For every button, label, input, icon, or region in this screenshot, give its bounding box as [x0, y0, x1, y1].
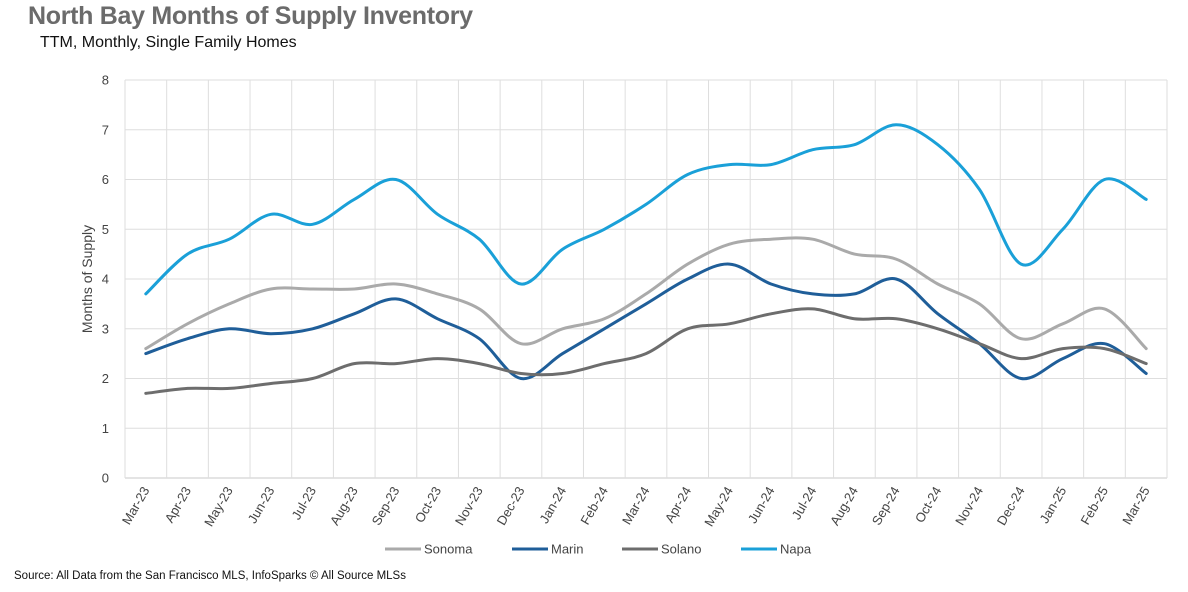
gridlines — [124, 79, 1168, 479]
x-tick-label: Jan-24 — [536, 484, 569, 526]
x-tick-label: Sep-24 — [869, 484, 903, 528]
x-tick-label: Jun-24 — [745, 484, 778, 526]
y-tick-label: 0 — [102, 471, 109, 486]
x-tick-label: Apr-24 — [662, 484, 695, 525]
x-tick-label: Aug-24 — [827, 484, 861, 528]
y-tick-label: 5 — [102, 222, 109, 237]
legend-label-sonoma: Sonoma — [424, 542, 473, 557]
x-tick-label: Feb-25 — [1077, 484, 1111, 527]
x-tick-label: Apr-23 — [162, 484, 195, 525]
source-note: Source: All Data from the San Francisco … — [14, 570, 406, 582]
y-tick-label: 2 — [102, 371, 109, 386]
legend: Sonoma Marin Solano Napa — [385, 542, 812, 557]
x-tick-label: Nov-23 — [452, 484, 486, 528]
chart-title: North Bay Months of Supply Inventory — [28, 2, 473, 30]
x-tick-label: Jun-23 — [245, 484, 278, 526]
x-axis-ticks: Mar-23 Apr-23 May-23 Jun-23 Jul-23 Aug-23 Sep-… — [119, 484, 1153, 529]
y-axis-ticks: 0 1 2 3 4 5 6 7 8 — [102, 73, 109, 486]
x-tick-label: Sep-23 — [369, 484, 403, 528]
legend-label-solano: Solano — [661, 542, 701, 557]
x-tick-label: Mar-24 — [619, 484, 653, 527]
x-tick-label: Jul-24 — [789, 484, 820, 522]
x-tick-label: Oct-23 — [412, 484, 444, 525]
x-tick-label: Feb-24 — [577, 484, 611, 527]
y-tick-label: 3 — [102, 321, 109, 336]
x-tick-label: Dec-24 — [994, 484, 1028, 528]
x-tick-label: Dec-23 — [494, 484, 528, 528]
legend-label-marin: Marin — [551, 542, 584, 557]
x-tick-label: Nov-24 — [952, 484, 986, 528]
x-tick-label: May-23 — [201, 484, 236, 529]
series-line-napa — [144, 123, 1148, 296]
y-tick-label: 1 — [102, 421, 109, 436]
x-tick-label: Jan-25 — [1037, 484, 1070, 526]
x-tick-label: May-24 — [701, 484, 736, 529]
chart-subtitle: TTM, Monthly, Single Family Homes — [40, 34, 297, 51]
y-tick-label: 4 — [102, 272, 109, 287]
y-axis-title: Months of Supply — [79, 225, 95, 333]
series-lines — [144, 123, 1148, 395]
y-tick-label: 8 — [102, 73, 109, 88]
series-line-marin — [144, 262, 1148, 381]
series-line-sonoma — [144, 236, 1148, 351]
x-tick-label: Aug-23 — [327, 484, 361, 528]
series-line-solano — [144, 307, 1148, 395]
x-tick-label: Jul-23 — [288, 484, 319, 522]
x-tick-label: Oct-24 — [912, 484, 944, 525]
x-tick-label: Mar-25 — [1119, 484, 1153, 527]
y-tick-label: 6 — [102, 172, 109, 187]
y-tick-label: 7 — [102, 122, 109, 137]
x-tick-label: Mar-23 — [119, 484, 153, 527]
legend-label-napa: Napa — [780, 542, 812, 557]
